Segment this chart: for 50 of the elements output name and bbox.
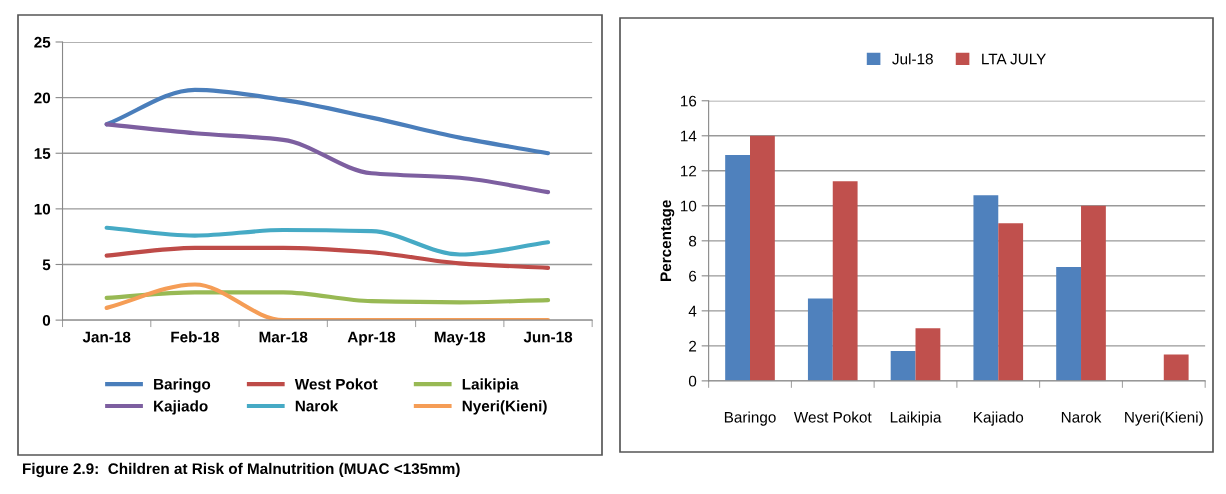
y-tick-label: 0 bbox=[42, 314, 51, 326]
x-tick-label: Jun-18 bbox=[523, 331, 573, 343]
bar bbox=[807, 298, 833, 381]
y-tick-label: 8 bbox=[688, 235, 697, 247]
bar bbox=[998, 223, 1024, 381]
legend-label: Baringo bbox=[154, 378, 211, 393]
bar bbox=[1081, 205, 1106, 381]
bar bbox=[1163, 354, 1189, 381]
x-tick-label: Baringo bbox=[724, 411, 776, 426]
y-tick-label: 5 bbox=[42, 259, 51, 271]
y-axis-title: Percentage bbox=[660, 200, 675, 281]
y-tick-label: 6 bbox=[689, 270, 697, 282]
bar bbox=[750, 135, 775, 381]
x-tick-label: West Pokot bbox=[793, 411, 872, 423]
x-tick-label: Jan-18 bbox=[82, 331, 131, 343]
x-tick-label: Mar-18 bbox=[259, 331, 308, 343]
legend-label: Jul-18 bbox=[892, 53, 933, 65]
bar bbox=[725, 155, 751, 381]
line-series bbox=[104, 225, 551, 257]
line-series bbox=[104, 290, 551, 305]
bar bbox=[890, 351, 916, 381]
bar bbox=[1056, 267, 1082, 381]
bar bbox=[832, 181, 858, 381]
line-series bbox=[104, 122, 551, 195]
x-tick-label: Laikipia bbox=[890, 411, 942, 426]
x-tick-label: Narok bbox=[1061, 411, 1102, 423]
legend-label: Laikipia bbox=[462, 378, 519, 393]
y-tick-label: 2 bbox=[689, 340, 697, 352]
legend-label: LTA JULY bbox=[982, 53, 1046, 65]
x-tick-label: Nyeri(Kieni) bbox=[1125, 411, 1203, 426]
bar bbox=[915, 328, 941, 381]
y-tick-label: 10 bbox=[681, 200, 697, 212]
x-tick-label: Kajiado bbox=[974, 411, 1024, 426]
y-tick-label: 10 bbox=[34, 203, 51, 215]
bar bbox=[973, 195, 999, 381]
legend-label: Narok bbox=[295, 400, 339, 412]
y-tick-label: 4 bbox=[688, 305, 697, 317]
y-tick-label: 0 bbox=[688, 375, 697, 387]
y-tick-label: 20 bbox=[34, 92, 51, 104]
y-tick-label: 12 bbox=[681, 165, 697, 177]
line-series bbox=[104, 245, 551, 270]
caption: Figure 2.9: Children at Risk of Malnutrition (MUAC <135mm) bbox=[23, 462, 460, 478]
y-tick-label: 15 bbox=[34, 148, 51, 159]
y-tick-label: 16 bbox=[681, 95, 697, 107]
y-tick-label: 25 bbox=[34, 36, 51, 48]
legend-label: West Pokot bbox=[294, 378, 378, 390]
x-tick-label: Apr-18 bbox=[347, 331, 396, 346]
y-tick-label: 14 bbox=[681, 130, 697, 142]
x-tick-label: May-18 bbox=[434, 331, 486, 346]
x-tick-label: Feb-18 bbox=[171, 331, 220, 343]
